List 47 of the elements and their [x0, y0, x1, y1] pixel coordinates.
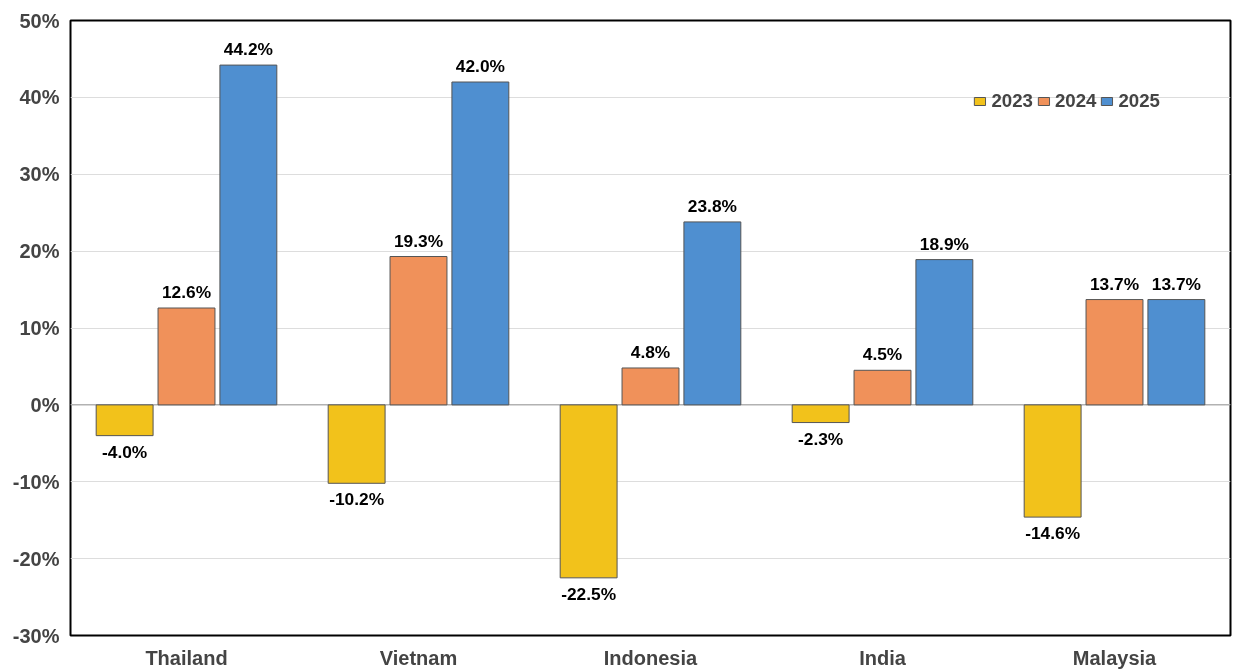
text: 19.3%: [393, 230, 444, 251]
y-tick-label: 50%: [19, 9, 60, 32]
text: -14.6%: [1025, 523, 1081, 544]
y-tick-label: 10%: [19, 317, 60, 339]
x-tick-label: Thailand: [145, 646, 228, 669]
bar: [219, 64, 278, 406]
text: -10.2%: [329, 489, 385, 510]
text: 44.2%: [223, 39, 273, 60]
legend-label: 2023: [991, 90, 1033, 112]
bar: [683, 221, 742, 406]
text: 12.6%: [161, 282, 212, 303]
x-tick-label: Malaysia: [1072, 646, 1158, 669]
y-tick-label: -10%: [12, 470, 60, 493]
legend-label: 2024: [1054, 90, 1097, 112]
bar: [157, 307, 216, 406]
text: 13.7%: [1151, 273, 1201, 294]
text: 42.0%: [455, 56, 505, 76]
bar: [389, 256, 448, 406]
legend-label: 2025: [1118, 90, 1160, 112]
bar: [1085, 299, 1144, 406]
bar: [915, 259, 974, 406]
bar: [791, 404, 850, 424]
bar: [1147, 299, 1206, 406]
y-tick-label: 0%: [30, 393, 60, 416]
text: 18.9%: [919, 233, 969, 254]
y-tick-label: -30%: [12, 624, 60, 647]
text: -2.3%: [798, 428, 844, 449]
bar: [853, 369, 912, 406]
text: 13.7%: [1089, 273, 1140, 294]
bar: [559, 404, 618, 579]
y-tick-label: 20%: [19, 240, 60, 263]
y-tick-label: 30%: [19, 163, 60, 186]
bar: [1023, 404, 1082, 518]
text: 23.8%: [687, 195, 737, 216]
bar: [451, 81, 510, 406]
bar: [95, 404, 154, 437]
x-tick-label: India: [859, 646, 907, 669]
y-tick-label: -20%: [12, 547, 60, 570]
text: -22.5%: [561, 583, 617, 604]
x-tick-label: Indonesia: [603, 646, 699, 669]
bar: [621, 367, 680, 406]
text: 4.8%: [630, 341, 671, 362]
text: -4.0%: [102, 441, 148, 462]
x-tick-label: Vietnam: [379, 646, 458, 669]
y-tick-label: 40%: [19, 86, 60, 109]
text: 4.5%: [862, 344, 903, 365]
bar: [327, 404, 386, 484]
